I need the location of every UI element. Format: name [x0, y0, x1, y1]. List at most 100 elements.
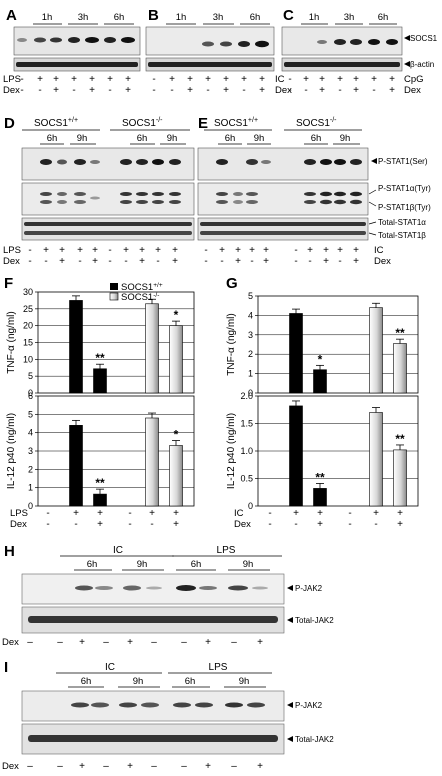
- y-axis-label: TNF-α (ng/ml): [226, 313, 237, 375]
- panel-b-treatment-table: IC Dex - + + + + + +- - + - + - +: [152, 74, 292, 96]
- treatment-sign: –: [151, 637, 157, 648]
- tick-label: 4: [248, 310, 253, 320]
- panel-i-blot-pjak2: [21, 690, 285, 722]
- panel-e-protein-labels: P-STAT1(Ser) P-STAT1α(Tyr) P-STAT1β(Tyr)…: [368, 157, 431, 240]
- row-label-cpg: CpG: [404, 74, 424, 85]
- treatment-sign: +: [373, 508, 379, 519]
- treatment-sign: +: [389, 85, 395, 96]
- panel-label-f: F: [4, 275, 13, 292]
- bar: [369, 307, 383, 394]
- panel-e-headers: SOCS1+/+ SOCS1-/- 6h 9h 6h 9h: [204, 117, 362, 145]
- genotype-label: SOCS1+/+: [214, 117, 258, 129]
- treatment-sign: –: [151, 761, 157, 772]
- time-label: 6h: [114, 12, 125, 23]
- protein-label: Total-JAK2: [295, 735, 334, 744]
- panel-h-treatment-table: Dex – – + – + – – + – +: [2, 637, 263, 648]
- treatment-sign: -: [170, 85, 173, 96]
- treatment-sign: –: [181, 761, 187, 772]
- treatment-sign: +: [397, 508, 403, 519]
- protein-label-socs1: SOCS1: [410, 34, 438, 43]
- tick-label: 5: [28, 409, 33, 419]
- row-label-lps: LPS: [10, 508, 28, 519]
- bar: [289, 313, 303, 394]
- row-label-lps: LPS: [3, 245, 21, 256]
- panel-label-h: H: [4, 543, 15, 560]
- panel-a-blot-socs1: [13, 26, 141, 56]
- significance-marker: **: [95, 351, 105, 365]
- treatment-sign: +: [169, 74, 175, 85]
- group-label: IC: [113, 545, 123, 556]
- treatment-sign: –: [181, 637, 187, 648]
- tick-label: 0: [28, 501, 33, 511]
- bar: [145, 303, 159, 394]
- panel-c-time-headers: 1h 3h 6h: [301, 12, 397, 25]
- row-label-dex: Dex: [3, 256, 20, 267]
- treatment-sign: +: [371, 74, 377, 85]
- panel-b-blot-socs1: [145, 26, 275, 56]
- treatment-sign: +: [205, 74, 211, 85]
- treatment-sign: +: [97, 519, 103, 530]
- tick-label: 1.0: [240, 446, 253, 456]
- treatment-sign: –: [27, 637, 33, 648]
- time-label: 9h: [243, 559, 254, 570]
- treatment-sign: -: [304, 85, 307, 96]
- treatment-sign: -: [338, 256, 341, 267]
- plot-frame: [257, 295, 419, 394]
- genotype-label: SOCS1+/+: [34, 117, 78, 129]
- treatment-sign: +: [337, 245, 343, 256]
- group-label: LPS: [209, 662, 228, 673]
- time-label: 3h: [344, 12, 355, 23]
- treatment-sign: -: [156, 256, 159, 267]
- panel-i-headers: IC LPS 6h 9h 6h 9h: [56, 662, 272, 688]
- treatment-sign: +: [259, 74, 265, 85]
- treatment-sign: -: [204, 245, 207, 256]
- protein-label: P-STAT1(Ser): [378, 157, 428, 166]
- panel-d-blot-pstat-ser: [21, 147, 195, 181]
- row-label-ic: IC: [234, 508, 244, 519]
- treatment-sign: +: [187, 85, 193, 96]
- treatment-sign: +: [319, 85, 325, 96]
- treatment-sign: -: [348, 519, 351, 530]
- panel-d-treatment-table: LPS Dex - + + + + - + + + +- - + - + - - + - +: [3, 245, 178, 267]
- panel-a-time-headers: 1h 3h 6h: [33, 12, 134, 25]
- time-label: 1h: [309, 12, 320, 23]
- treatment-sign: -: [46, 508, 49, 519]
- y-axis-label: TNF-α (ng/ml): [6, 311, 17, 373]
- significance-marker: *: [318, 352, 323, 366]
- panel-c-blot-socs1: [281, 26, 403, 56]
- treatment-sign: +: [172, 256, 178, 267]
- panel-d-blot-total-stat: [21, 217, 195, 241]
- treatment-sign: +: [127, 761, 133, 772]
- bar: [313, 488, 327, 507]
- treatment-sign: +: [257, 637, 263, 648]
- protein-label: P-STAT1α(Tyr): [378, 184, 431, 193]
- row-label-dex: Dex: [374, 256, 391, 267]
- bar: [169, 325, 183, 394]
- panel-b-blot-actin: [145, 57, 275, 72]
- bar: [169, 445, 183, 507]
- panel-i-blot-totaljak2: [21, 723, 285, 755]
- time-label: 6h: [311, 133, 322, 144]
- time-label: 6h: [137, 133, 148, 144]
- treatment-sign: +: [79, 761, 85, 772]
- genotype-label: SOCS1-/-: [122, 117, 163, 129]
- bar-chart-g-3: 0 0.5 1.0 1.5 2.0 IL-12 p40 (ng/ml) ** **: [226, 391, 419, 511]
- panel-label-a: A: [6, 7, 17, 24]
- bar: [69, 425, 83, 507]
- tick-label: 0: [248, 388, 253, 398]
- tick-label: 5: [28, 371, 33, 381]
- legend-swatch-ko: [109, 292, 119, 301]
- significance-marker: **: [395, 432, 405, 446]
- treatment-sign: –: [231, 761, 237, 772]
- time-label: 6h: [225, 133, 236, 144]
- time-label: 6h: [87, 559, 98, 570]
- treatment-sign: +: [187, 74, 193, 85]
- treatment-sign: +: [353, 85, 359, 96]
- treatment-sign: +: [92, 245, 98, 256]
- treatment-sign: +: [263, 256, 269, 267]
- panel-d-headers: SOCS1+/+ SOCS1-/- 6h 9h 6h 9h: [22, 117, 190, 145]
- treatment-sign: -: [152, 74, 155, 85]
- panel-label-e: E: [198, 115, 208, 132]
- treatment-sign: +: [139, 245, 145, 256]
- treatment-sign: +: [323, 245, 329, 256]
